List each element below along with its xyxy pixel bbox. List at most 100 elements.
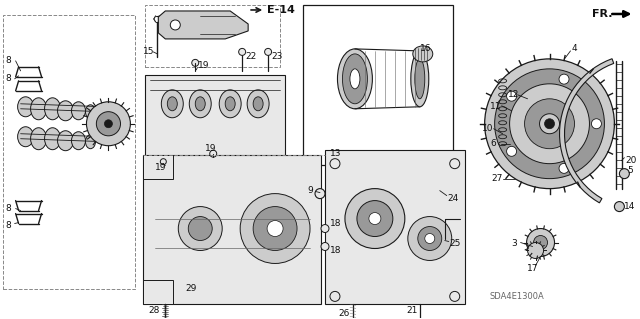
Circle shape xyxy=(239,48,246,56)
Text: 29: 29 xyxy=(185,284,196,293)
Text: 11: 11 xyxy=(490,102,501,111)
Text: 6: 6 xyxy=(491,139,497,148)
Circle shape xyxy=(179,207,222,250)
Circle shape xyxy=(357,201,393,236)
Ellipse shape xyxy=(253,97,263,111)
Circle shape xyxy=(507,146,516,156)
Circle shape xyxy=(450,159,460,169)
Circle shape xyxy=(559,74,569,84)
Bar xyxy=(145,75,285,165)
Circle shape xyxy=(104,120,113,128)
Text: 8: 8 xyxy=(6,56,12,65)
Circle shape xyxy=(527,242,543,258)
Circle shape xyxy=(450,291,460,301)
Text: 8: 8 xyxy=(6,74,12,83)
Text: 27: 27 xyxy=(492,174,503,183)
Circle shape xyxy=(330,159,340,169)
Ellipse shape xyxy=(18,127,33,147)
Text: 23: 23 xyxy=(271,52,282,61)
Text: 12: 12 xyxy=(508,90,519,99)
Circle shape xyxy=(321,242,329,250)
Ellipse shape xyxy=(45,128,61,150)
Ellipse shape xyxy=(220,90,241,118)
Text: 16: 16 xyxy=(420,44,431,53)
Text: 15: 15 xyxy=(143,48,155,56)
Circle shape xyxy=(495,69,604,179)
Circle shape xyxy=(267,220,283,236)
Circle shape xyxy=(369,212,381,225)
Bar xyxy=(325,150,465,304)
Bar xyxy=(145,5,280,67)
Bar xyxy=(143,280,173,304)
Circle shape xyxy=(545,119,554,129)
Circle shape xyxy=(240,194,310,263)
Text: E-14: E-14 xyxy=(267,5,295,15)
Circle shape xyxy=(507,91,516,101)
Text: 8: 8 xyxy=(6,221,12,230)
Text: 18: 18 xyxy=(330,246,342,255)
Circle shape xyxy=(170,20,180,30)
Text: 3: 3 xyxy=(511,239,517,248)
Polygon shape xyxy=(158,11,248,39)
Text: 5: 5 xyxy=(627,166,633,175)
Circle shape xyxy=(315,189,325,199)
Text: 19: 19 xyxy=(205,144,217,153)
Circle shape xyxy=(418,226,442,250)
Circle shape xyxy=(210,150,217,157)
Ellipse shape xyxy=(72,102,86,120)
Circle shape xyxy=(321,225,329,233)
Ellipse shape xyxy=(58,101,74,121)
Circle shape xyxy=(525,99,575,149)
Bar xyxy=(3,15,136,289)
Bar xyxy=(303,5,452,165)
Ellipse shape xyxy=(337,49,372,109)
Circle shape xyxy=(591,119,602,129)
Ellipse shape xyxy=(195,97,205,111)
Text: 25: 25 xyxy=(450,239,461,248)
Ellipse shape xyxy=(31,98,47,120)
Circle shape xyxy=(408,217,452,261)
Text: 19: 19 xyxy=(156,163,167,172)
Text: 17: 17 xyxy=(527,264,538,273)
Circle shape xyxy=(540,114,559,134)
Text: 21: 21 xyxy=(407,306,418,315)
Ellipse shape xyxy=(58,131,74,151)
Text: 10: 10 xyxy=(482,124,493,133)
Text: 20: 20 xyxy=(625,156,637,165)
Circle shape xyxy=(614,202,625,211)
Ellipse shape xyxy=(45,98,61,120)
Circle shape xyxy=(253,207,297,250)
Text: 22: 22 xyxy=(245,52,257,61)
Ellipse shape xyxy=(413,46,433,62)
Ellipse shape xyxy=(189,90,211,118)
Circle shape xyxy=(345,189,405,249)
Text: 9: 9 xyxy=(307,186,313,195)
Circle shape xyxy=(192,59,199,66)
Circle shape xyxy=(527,228,554,256)
Circle shape xyxy=(509,84,589,164)
Circle shape xyxy=(97,112,120,136)
Ellipse shape xyxy=(167,97,177,111)
Ellipse shape xyxy=(31,128,47,150)
Ellipse shape xyxy=(86,135,95,149)
Ellipse shape xyxy=(86,105,95,119)
Circle shape xyxy=(264,48,271,56)
Circle shape xyxy=(425,234,435,243)
Text: FR.: FR. xyxy=(593,9,613,19)
Bar xyxy=(143,155,321,304)
Text: 18: 18 xyxy=(330,219,342,228)
Circle shape xyxy=(534,235,548,249)
Ellipse shape xyxy=(411,51,429,107)
Text: 4: 4 xyxy=(572,44,577,53)
Text: SDA4E1300A: SDA4E1300A xyxy=(490,292,545,301)
Circle shape xyxy=(330,291,340,301)
Circle shape xyxy=(559,163,569,173)
Text: 26: 26 xyxy=(338,309,349,318)
Ellipse shape xyxy=(225,97,235,111)
Circle shape xyxy=(620,169,629,179)
Circle shape xyxy=(161,159,166,165)
Ellipse shape xyxy=(72,132,86,150)
Ellipse shape xyxy=(247,90,269,118)
Text: 13: 13 xyxy=(330,149,342,158)
Ellipse shape xyxy=(18,97,33,117)
